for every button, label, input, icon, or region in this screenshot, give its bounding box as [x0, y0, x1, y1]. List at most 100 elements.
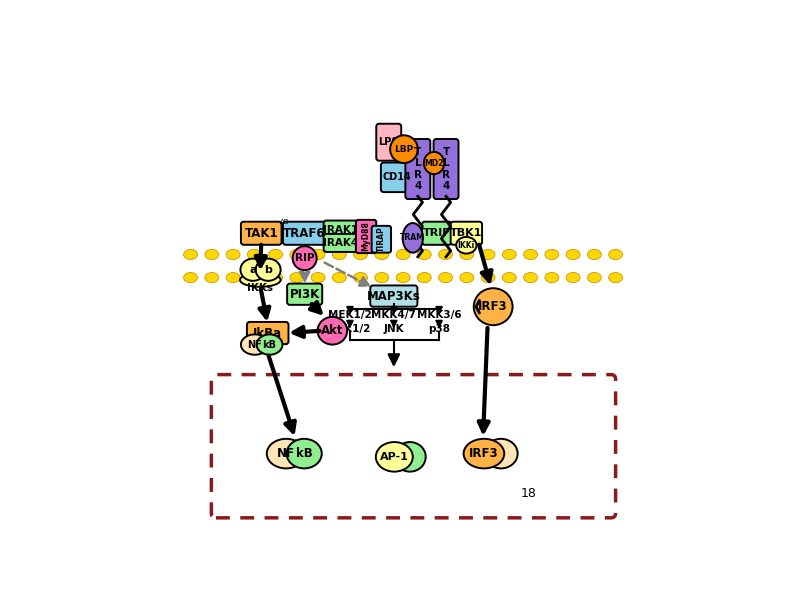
Ellipse shape	[184, 250, 198, 260]
Text: IRAK1: IRAK1	[323, 224, 358, 235]
Text: MyD88: MyD88	[362, 221, 370, 251]
Ellipse shape	[269, 272, 282, 283]
Text: IRAK4: IRAK4	[323, 238, 358, 248]
Ellipse shape	[587, 272, 602, 283]
Ellipse shape	[524, 250, 538, 260]
Text: 18: 18	[521, 487, 537, 500]
Ellipse shape	[241, 334, 269, 355]
Ellipse shape	[226, 272, 240, 283]
Text: b: b	[264, 265, 272, 275]
Ellipse shape	[332, 250, 346, 260]
Ellipse shape	[566, 250, 580, 260]
Text: PI3K: PI3K	[290, 288, 320, 301]
Ellipse shape	[311, 250, 325, 260]
Ellipse shape	[256, 259, 281, 281]
Text: AB: AB	[280, 220, 290, 226]
Text: MKK4/7: MKK4/7	[371, 310, 416, 320]
Ellipse shape	[418, 250, 431, 260]
Ellipse shape	[376, 442, 413, 472]
Ellipse shape	[293, 246, 317, 270]
FancyBboxPatch shape	[422, 221, 451, 245]
Text: JNK: JNK	[383, 325, 404, 334]
Text: NF: NF	[247, 340, 262, 350]
Ellipse shape	[424, 152, 444, 174]
Ellipse shape	[318, 317, 347, 344]
Text: T
L
R
4: T L R 4	[442, 146, 450, 191]
Ellipse shape	[463, 439, 504, 469]
Ellipse shape	[396, 272, 410, 283]
Text: p38: p38	[428, 325, 450, 334]
Ellipse shape	[524, 272, 538, 283]
Ellipse shape	[502, 250, 516, 260]
FancyBboxPatch shape	[356, 220, 376, 253]
Ellipse shape	[438, 250, 453, 260]
Ellipse shape	[375, 250, 389, 260]
Ellipse shape	[402, 223, 423, 253]
Ellipse shape	[460, 250, 474, 260]
Text: Akt: Akt	[321, 324, 344, 337]
Ellipse shape	[332, 272, 346, 283]
Text: NF: NF	[277, 447, 295, 460]
FancyBboxPatch shape	[376, 124, 402, 161]
Text: IRF3: IRF3	[469, 447, 498, 460]
Text: kB: kB	[262, 340, 277, 350]
Ellipse shape	[184, 272, 198, 283]
Ellipse shape	[266, 439, 306, 469]
Ellipse shape	[290, 250, 304, 260]
Ellipse shape	[226, 250, 240, 260]
Ellipse shape	[290, 272, 304, 283]
Ellipse shape	[460, 272, 474, 283]
Text: RIP: RIP	[295, 253, 314, 263]
Text: TAK1: TAK1	[245, 227, 278, 240]
Ellipse shape	[375, 272, 389, 283]
Ellipse shape	[481, 250, 495, 260]
FancyBboxPatch shape	[434, 139, 458, 199]
Ellipse shape	[205, 250, 218, 260]
Text: CD14: CD14	[382, 172, 411, 182]
Text: MD2: MD2	[424, 158, 444, 167]
Ellipse shape	[247, 272, 262, 283]
Ellipse shape	[502, 272, 516, 283]
FancyBboxPatch shape	[324, 221, 358, 239]
Text: LPS: LPS	[378, 137, 399, 147]
Ellipse shape	[418, 272, 431, 283]
FancyBboxPatch shape	[324, 234, 358, 252]
Ellipse shape	[484, 439, 518, 469]
FancyBboxPatch shape	[241, 221, 282, 245]
FancyBboxPatch shape	[247, 322, 289, 344]
Text: T
L
R
4: T L R 4	[414, 146, 422, 191]
Text: MEK1/2: MEK1/2	[328, 310, 372, 320]
Ellipse shape	[438, 272, 453, 283]
Text: TRAM: TRAM	[400, 233, 426, 242]
Ellipse shape	[545, 250, 558, 260]
Ellipse shape	[396, 250, 410, 260]
Ellipse shape	[240, 273, 281, 287]
Text: IKKs: IKKs	[247, 283, 274, 293]
FancyBboxPatch shape	[450, 221, 482, 245]
Ellipse shape	[286, 439, 322, 469]
Ellipse shape	[354, 272, 367, 283]
Text: kB: kB	[296, 447, 313, 460]
Ellipse shape	[241, 259, 266, 281]
Ellipse shape	[545, 272, 558, 283]
Ellipse shape	[390, 135, 418, 163]
Ellipse shape	[456, 237, 477, 254]
Ellipse shape	[609, 250, 622, 260]
Text: TIRAP: TIRAP	[377, 226, 386, 252]
FancyBboxPatch shape	[283, 221, 326, 245]
Ellipse shape	[566, 272, 580, 283]
Text: TBK1: TBK1	[450, 228, 482, 238]
Ellipse shape	[205, 272, 218, 283]
Text: MKK3/6: MKK3/6	[417, 310, 462, 320]
Text: a: a	[249, 265, 257, 275]
FancyBboxPatch shape	[372, 226, 391, 253]
FancyBboxPatch shape	[381, 163, 414, 192]
Ellipse shape	[481, 272, 495, 283]
Ellipse shape	[354, 250, 367, 260]
Text: ERK1/2: ERK1/2	[330, 325, 370, 334]
Text: LBP: LBP	[394, 145, 414, 154]
Ellipse shape	[311, 272, 325, 283]
Ellipse shape	[269, 250, 282, 260]
Text: IKKi: IKKi	[458, 241, 475, 250]
Ellipse shape	[609, 272, 622, 283]
